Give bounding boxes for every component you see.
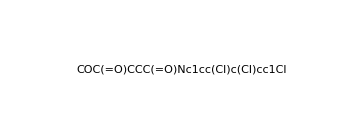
Text: COC(=O)CCC(=O)Nc1cc(Cl)c(Cl)cc1Cl: COC(=O)CCC(=O)Nc1cc(Cl)c(Cl)cc1Cl bbox=[77, 64, 287, 74]
